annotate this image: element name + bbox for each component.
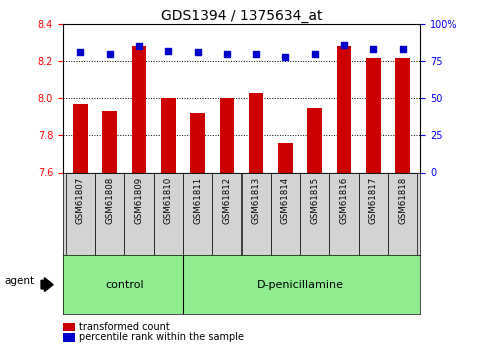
Text: GSM61812: GSM61812: [222, 177, 231, 224]
Point: [282, 54, 289, 60]
Point: [194, 50, 201, 55]
Text: GSM61810: GSM61810: [164, 177, 173, 224]
Bar: [212, 172, 242, 255]
Bar: [102, 111, 117, 172]
Bar: [242, 172, 271, 255]
Bar: [161, 98, 176, 172]
Point: [106, 51, 114, 57]
Title: GDS1394 / 1375634_at: GDS1394 / 1375634_at: [161, 9, 322, 23]
Text: percentile rank within the sample: percentile rank within the sample: [79, 333, 244, 342]
Bar: [249, 93, 263, 172]
Text: GSM61813: GSM61813: [252, 177, 261, 224]
Text: GSM61815: GSM61815: [310, 177, 319, 224]
Bar: [366, 58, 381, 172]
Bar: [300, 172, 329, 255]
Text: GSM61818: GSM61818: [398, 177, 407, 224]
Point: [399, 47, 407, 52]
Point: [340, 42, 348, 48]
Bar: [337, 47, 351, 172]
Point: [164, 48, 172, 53]
Point: [252, 51, 260, 57]
Bar: [190, 113, 205, 172]
Bar: [395, 58, 410, 172]
Bar: [95, 172, 124, 255]
Bar: [359, 172, 388, 255]
Text: GSM61809: GSM61809: [134, 177, 143, 224]
Point: [135, 43, 143, 49]
Text: GSM61814: GSM61814: [281, 177, 290, 224]
Text: agent: agent: [5, 276, 35, 286]
Point: [311, 51, 319, 57]
Bar: [66, 172, 95, 255]
Bar: [278, 143, 293, 172]
Bar: [124, 172, 154, 255]
Text: control: control: [105, 280, 143, 289]
Bar: [73, 104, 88, 172]
Text: GSM61808: GSM61808: [105, 177, 114, 224]
Bar: [271, 172, 300, 255]
Text: transformed count: transformed count: [79, 322, 170, 332]
Bar: [388, 172, 417, 255]
Point: [223, 51, 231, 57]
Point: [369, 47, 377, 52]
Point: [76, 50, 84, 55]
Bar: [183, 172, 212, 255]
Text: D-penicillamine: D-penicillamine: [256, 280, 343, 289]
Bar: [329, 172, 359, 255]
Text: GSM61811: GSM61811: [193, 177, 202, 224]
Text: GSM61816: GSM61816: [340, 177, 349, 224]
Bar: [132, 47, 146, 172]
Bar: [307, 108, 322, 172]
Text: GSM61817: GSM61817: [369, 177, 378, 224]
Bar: [220, 98, 234, 172]
Bar: [154, 172, 183, 255]
Text: GSM61807: GSM61807: [76, 177, 85, 224]
